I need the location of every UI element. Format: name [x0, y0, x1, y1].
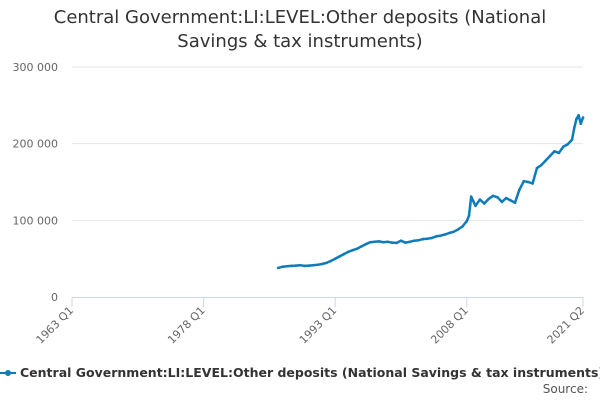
data-point[interactable]	[325, 261, 328, 265]
data-point[interactable]	[522, 179, 526, 183]
data-point[interactable]	[483, 202, 486, 205]
data-point[interactable]	[311, 263, 315, 267]
data-point[interactable]	[404, 241, 407, 244]
data-point[interactable]	[535, 166, 539, 170]
data-point[interactable]	[469, 195, 473, 198]
data-point[interactable]	[487, 197, 491, 201]
data-point[interactable]	[417, 239, 420, 242]
data-point[interactable]	[456, 228, 460, 231]
data-point[interactable]	[333, 257, 337, 261]
chart-title: Central Government:LI:LEVEL:Other deposi…	[0, 6, 600, 54]
data-point[interactable]	[421, 237, 425, 241]
data-point[interactable]	[276, 266, 280, 270]
data-point[interactable]	[386, 240, 390, 244]
data-point[interactable]	[518, 188, 521, 191]
data-point[interactable]	[575, 117, 578, 121]
y-axis: 0 100 000 200 000 300 000	[13, 61, 59, 304]
data-point[interactable]	[320, 262, 324, 266]
data-point[interactable]	[478, 198, 482, 201]
series-line[interactable]	[276, 114, 585, 270]
x-tick-label: 1978 Q1	[165, 304, 208, 347]
data-point[interactable]	[467, 214, 471, 217]
data-point[interactable]	[474, 204, 477, 208]
x-tick-label: 2008 Q1	[428, 304, 471, 347]
data-point[interactable]	[472, 199, 475, 203]
data-point[interactable]	[408, 240, 412, 244]
y-tick-label: 100 000	[13, 214, 59, 227]
data-point[interactable]	[364, 242, 368, 246]
data-point[interactable]	[430, 236, 434, 240]
data-point[interactable]	[496, 196, 499, 199]
data-point[interactable]	[577, 114, 580, 117]
data-point[interactable]	[290, 264, 293, 268]
data-point[interactable]	[531, 182, 534, 185]
x-tick-label: 1993 Q1	[297, 304, 340, 347]
data-point[interactable]	[447, 231, 451, 235]
legend-label: Central Government:LI:LEVEL:Other deposi…	[20, 365, 600, 380]
source-label: Source:	[542, 382, 588, 396]
data-point[interactable]	[557, 151, 561, 155]
x-tick-label: 2021 Q2	[545, 304, 588, 347]
data-point[interactable]	[452, 230, 455, 234]
data-point[interactable]	[540, 163, 543, 167]
data-point[interactable]	[382, 240, 385, 244]
data-point[interactable]	[390, 241, 394, 244]
series-layer	[276, 114, 585, 270]
data-point[interactable]	[377, 240, 381, 243]
y-tick-label: 200 000	[13, 138, 59, 151]
data-point[interactable]	[347, 250, 350, 254]
data-point[interactable]	[566, 143, 569, 146]
data-point[interactable]	[579, 122, 583, 125]
data-point[interactable]	[285, 265, 289, 268]
data-point[interactable]	[426, 237, 429, 240]
data-point[interactable]	[526, 180, 530, 184]
y-tick-label: 300 000	[13, 61, 59, 74]
data-point[interactable]	[316, 263, 319, 267]
data-point[interactable]	[395, 241, 398, 245]
data-point[interactable]	[329, 259, 333, 263]
data-point[interactable]	[439, 234, 442, 237]
data-point[interactable]	[443, 233, 447, 236]
legend-line-marker-icon	[0, 369, 16, 376]
data-point[interactable]	[491, 194, 495, 198]
data-point[interactable]	[412, 239, 416, 242]
data-point[interactable]	[355, 247, 359, 250]
data-point[interactable]	[434, 235, 438, 238]
chart-title-line-1: Central Government:LI:LEVEL:Other deposi…	[53, 7, 547, 28]
y-tick-label: 0	[51, 291, 58, 304]
data-point[interactable]	[307, 264, 311, 267]
data-point[interactable]	[369, 240, 372, 244]
data-point[interactable]	[581, 116, 585, 119]
x-tick-label: 1963 Q1	[34, 304, 77, 347]
data-point[interactable]	[548, 154, 552, 158]
data-point[interactable]	[303, 264, 306, 268]
data-point[interactable]	[360, 245, 363, 248]
legend[interactable]: Central Government:LI:LEVEL:Other deposi…	[0, 364, 600, 382]
data-point[interactable]	[572, 127, 576, 130]
data-point[interactable]	[544, 159, 547, 162]
data-point[interactable]	[553, 150, 556, 153]
chart-title-line-2: Savings & tax instruments)	[177, 31, 423, 52]
data-point[interactable]	[562, 145, 565, 148]
data-point[interactable]	[504, 196, 508, 200]
x-axis: 1963 Q1 1978 Q1 1993 Q1 2008 Q1 2021 Q2	[34, 297, 588, 347]
data-point[interactable]	[570, 138, 574, 142]
data-point[interactable]	[338, 255, 341, 258]
data-point[interactable]	[351, 248, 355, 252]
data-point[interactable]	[342, 252, 346, 256]
data-point[interactable]	[294, 264, 298, 267]
data-point[interactable]	[399, 239, 403, 242]
data-point[interactable]	[465, 219, 469, 223]
data-point[interactable]	[513, 201, 517, 204]
data-point[interactable]	[461, 225, 464, 228]
data-point[interactable]	[500, 200, 504, 204]
data-point[interactable]	[509, 199, 512, 202]
data-point[interactable]	[298, 263, 302, 267]
data-point[interactable]	[281, 265, 284, 269]
data-point[interactable]	[373, 240, 377, 244]
gridlines	[72, 66, 583, 221]
